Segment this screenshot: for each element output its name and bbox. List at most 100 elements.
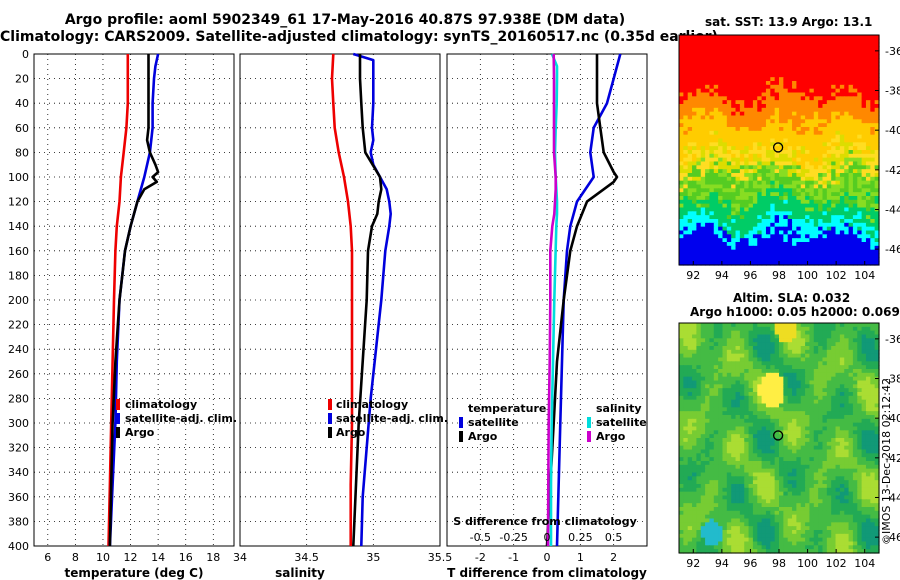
series-line-argo-t (545, 54, 619, 547)
x-tick-label-top: -0.25 (499, 531, 527, 544)
x-tick-label: 8 (72, 551, 79, 564)
legend-title: temperature (468, 402, 546, 415)
y-tick-label: 80 (15, 146, 29, 159)
y-tick-label: 300 (8, 417, 29, 430)
y-tick-label: 340 (8, 466, 29, 479)
map-x-tick-label: 98 (772, 557, 786, 570)
map-x-tick-label: 92 (686, 557, 700, 570)
y-tick-label: 240 (8, 343, 29, 356)
x-axis-label-top: S difference from climatology (453, 515, 637, 528)
x-axis-label: T difference from climatology (447, 566, 647, 580)
map-x-tick-label: 100 (797, 269, 818, 282)
legend-swatch (459, 431, 463, 442)
map-x-tick-label: 92 (686, 269, 700, 282)
y-tick-label: 200 (8, 294, 29, 307)
x-tick-label: 34.5 (294, 551, 319, 564)
x-tick-label: 18 (206, 551, 220, 564)
map-x-tick-label: 100 (797, 557, 818, 570)
sst-map: 92 94 96 98 100 102 104 -36 -38 -40 -42 -44 -46 (678, 34, 900, 282)
y-tick-label: 100 (8, 171, 29, 184)
y-tick-label: 400 (8, 540, 29, 553)
map-y-tick-label: -40 (885, 412, 900, 425)
x-tick-label-top: -0.5 (470, 531, 491, 544)
figure-title-line-2: Climatology: CARS2009. Satellite-adjuste… (0, 29, 718, 45)
x-tick-label: 14 (151, 551, 165, 564)
sla-map-title: Altim. SLA: 0.032 (733, 291, 851, 305)
x-tick-label-top: 0.5 (605, 531, 623, 544)
x-tick-label: 34 (233, 551, 247, 564)
legend-swatch (587, 431, 591, 442)
temperature-panel: 0 20 40 60 80 100 120 140 160 180 200 220 240 260 280 3… (8, 48, 237, 580)
x-tick-label: 6 (44, 551, 51, 564)
imos-credit: ©IMOS 13-Dec-2018 02:12:42 (880, 378, 893, 545)
x-tick-label: 1 (577, 551, 584, 564)
legend-swatch (328, 413, 332, 424)
y-tick-label: 180 (8, 269, 29, 282)
map-x-tick-label: 94 (715, 557, 729, 570)
map-x-tick-label: 104 (854, 269, 875, 282)
map-y-tick-label: -38 (885, 85, 900, 98)
map-y-tick-label: -36 (885, 333, 900, 346)
y-tick-label: 60 (15, 122, 29, 135)
legend-label: climatology (336, 398, 408, 411)
x-axis-label: temperature (deg C) (65, 566, 204, 580)
map-x-tick-label: 102 (826, 269, 847, 282)
series-line-climatology (330, 53, 354, 546)
map-y-tick-label: -42 (885, 452, 900, 465)
x-tick-label: 35.5 (428, 551, 453, 564)
series-line-satellite-adj-clim- (352, 52, 393, 547)
argo-position-marker (772, 430, 784, 441)
map-x-tick-label: 98 (772, 269, 786, 282)
x-tick-label-top: 0 (544, 531, 551, 544)
legend-label: climatology (125, 398, 197, 411)
series-line-satellite-t (555, 53, 622, 547)
series-line-argo-s (546, 53, 558, 547)
y-tick-label: 120 (8, 196, 29, 209)
map-x-tick-label: 102 (826, 557, 847, 570)
legend-swatch (459, 417, 463, 428)
x-tick-label: -1 (508, 551, 519, 564)
legend-label: satellite-adj. clim. (336, 412, 448, 425)
sla-map-subtitle: Argo h1000: 0.05 h2000: 0.069 (690, 305, 900, 319)
map-x-tick-label: 96 (743, 269, 757, 282)
legend-label: Argo (125, 426, 155, 439)
x-tick-label: 35 (366, 551, 380, 564)
y-tick-label: 280 (8, 392, 29, 405)
x-tick-label: 2 (610, 551, 617, 564)
map-y-tick-label: -44 (885, 203, 900, 216)
sst-map-title: sat. SST: 13.9 Argo: 13.1 (705, 15, 873, 29)
sla-map: 92 94 96 98 100 102 104 -36 -38 -40 -42 -44 -46 (678, 322, 900, 570)
y-tick-label: 380 (8, 515, 29, 528)
x-tick-label-top: 0.25 (568, 531, 593, 544)
x-axis-label: salinity (275, 566, 325, 580)
legend-label: satellite-adj. clim. (125, 412, 237, 425)
legend-swatch (328, 399, 332, 410)
y-tick-label: 260 (8, 368, 29, 381)
y-tick-label: 320 (8, 442, 29, 455)
x-tick-label: -2 (475, 551, 486, 564)
map-y-tick-label: -40 (885, 124, 900, 137)
x-tick-label: 0 (544, 551, 551, 564)
map-x-tick-label: 96 (743, 557, 757, 570)
y-tick-label: 360 (8, 491, 29, 504)
map-x-tick-label: 94 (715, 269, 729, 282)
series-line-argo (108, 54, 160, 547)
map-y-tick-label: -46 (885, 243, 900, 256)
y-tick-label: 140 (8, 220, 29, 233)
difference-panel: -2 -1 0 1 2 T difference from climatology S di… (446, 53, 648, 580)
x-tick-label: 16 (179, 551, 193, 564)
y-tick-label: 20 (15, 73, 29, 86)
figure-title-line-1: Argo profile: aoml 5902349_61 17-May-201… (64, 12, 626, 28)
map-y-tick-label: -46 (885, 531, 900, 544)
legend-label: Argo (336, 426, 366, 439)
map-raster (679, 323, 880, 554)
legend-swatch (116, 413, 120, 424)
legend-swatch (587, 417, 591, 428)
salinity-panel: 34 34.5 35 35.5 salinity climatologysatellite… (233, 52, 453, 580)
y-tick-label: 220 (8, 319, 29, 332)
map-raster (679, 35, 880, 266)
y-tick-label: 160 (8, 245, 29, 258)
legend-label: satellite (596, 416, 647, 429)
map-y-tick-label: -36 (885, 45, 900, 58)
